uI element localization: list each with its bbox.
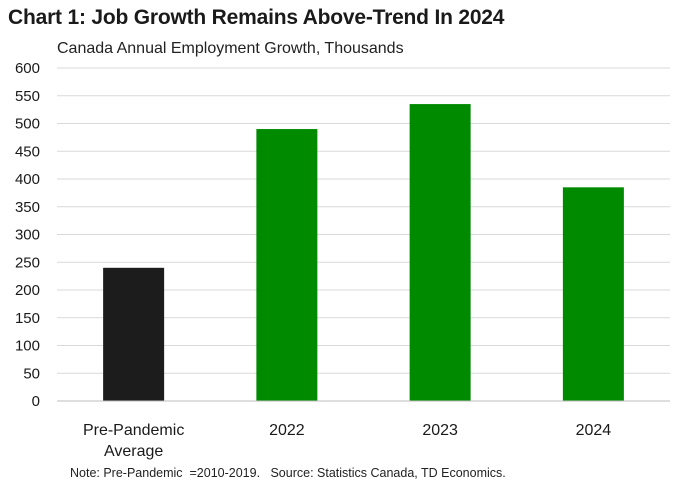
y-tick-label: 350: [15, 199, 40, 216]
chart-title: Chart 1: Job Growth Remains Above-Trend …: [8, 6, 505, 29]
x-tick-label: Average: [104, 443, 163, 460]
x-tick-label: Pre-Pandemic: [83, 422, 184, 439]
x-tick-label: 2022: [269, 422, 305, 439]
y-tick-label: 250: [15, 254, 40, 271]
y-tick-label: 500: [15, 116, 40, 133]
y-tick-label: 0: [32, 393, 40, 410]
chart-note: Note: Pre-Pandemic =2010-2019. Source: S…: [70, 466, 506, 480]
y-tick-label: 600: [15, 60, 40, 77]
y-tick-label: 150: [15, 310, 40, 327]
x-tick-label: 2023: [422, 422, 458, 439]
bar: [256, 129, 318, 402]
x-axis-labels: Pre-Pandemic Average 2022 2023 2024: [83, 422, 611, 460]
bars: [103, 104, 624, 402]
y-tick-label: 450: [15, 143, 40, 160]
y-tick-label: 400: [15, 171, 40, 188]
y-tick-label: 200: [15, 282, 40, 299]
x-tick-label: 2024: [576, 422, 612, 439]
y-axis-ticks: 0 50 100 150 200 250 300 350 400 450 500 550 600: [15, 60, 40, 410]
chart-subtitle: Canada Annual Employment Growth, Thousan…: [57, 40, 404, 57]
bar: [103, 267, 165, 401]
y-tick-label: 50: [23, 365, 40, 382]
y-tick-label: 300: [15, 227, 40, 244]
y-tick-label: 100: [15, 338, 40, 355]
bar: [409, 104, 471, 401]
y-tick-label: 550: [15, 88, 40, 105]
bar: [562, 187, 624, 401]
